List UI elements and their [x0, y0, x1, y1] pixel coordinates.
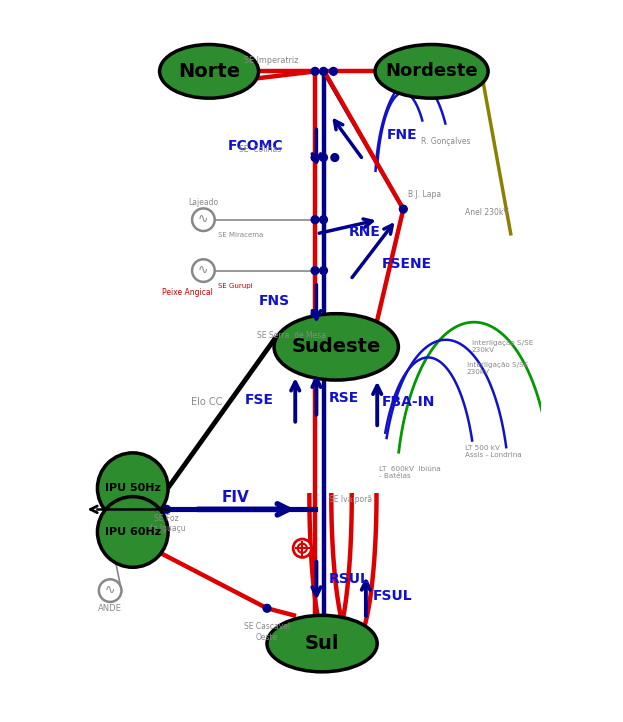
Text: FSENE: FSENE	[382, 256, 432, 271]
Circle shape	[97, 453, 168, 523]
Text: FNE: FNE	[387, 128, 417, 142]
Circle shape	[399, 205, 407, 213]
Text: FNS: FNS	[259, 294, 290, 308]
Text: ANDE: ANDE	[98, 604, 122, 614]
Text: LT  600kV  Ibiúna
- Batéias: LT 600kV Ibiúna - Batéias	[379, 466, 440, 479]
Circle shape	[97, 497, 168, 567]
Circle shape	[163, 505, 171, 513]
Text: LT 500 kV
Assis - Londrina: LT 500 kV Assis - Londrina	[465, 445, 521, 458]
Circle shape	[99, 579, 121, 602]
Circle shape	[293, 539, 312, 557]
Ellipse shape	[375, 45, 488, 98]
Text: RNE: RNE	[349, 225, 381, 240]
Text: SE  Colinas: SE Colinas	[239, 144, 281, 154]
Text: R. Gonçalves: R. Gonçalves	[421, 137, 470, 147]
Text: FCOMC: FCOMC	[227, 139, 283, 152]
Text: FSE: FSE	[245, 393, 274, 407]
Text: ∿: ∿	[198, 264, 209, 277]
Text: RSUL: RSUL	[329, 572, 370, 586]
Ellipse shape	[274, 313, 398, 380]
Circle shape	[311, 310, 319, 318]
Text: SE Miracema: SE Miracema	[217, 232, 263, 238]
Circle shape	[320, 266, 328, 274]
Circle shape	[331, 154, 339, 162]
Text: ∿: ∿	[105, 584, 115, 597]
Circle shape	[298, 544, 307, 553]
Circle shape	[311, 154, 319, 162]
Text: SE Imperatriz: SE Imperatriz	[244, 56, 298, 65]
Ellipse shape	[267, 615, 377, 672]
Text: Elo CC: Elo CC	[191, 397, 223, 407]
Text: Nordeste: Nordeste	[385, 62, 478, 80]
Text: Peixe Angical: Peixe Angical	[163, 287, 213, 297]
Text: B.J. Lapa: B.J. Lapa	[408, 191, 442, 199]
Text: FSUL: FSUL	[373, 588, 412, 603]
Text: SE Cascavel
Oeste: SE Cascavel Oeste	[244, 622, 290, 642]
Text: Sul: Sul	[305, 634, 340, 653]
Circle shape	[320, 67, 328, 75]
Circle shape	[320, 154, 328, 162]
Text: IPU 60Hz: IPU 60Hz	[105, 527, 161, 537]
Circle shape	[263, 604, 271, 612]
Circle shape	[192, 259, 215, 282]
Text: FIV: FIV	[222, 490, 250, 505]
Text: Interligação S/SE
230kV: Interligação S/SE 230kV	[472, 340, 533, 353]
Text: SE Gurupi: SE Gurupi	[217, 282, 252, 289]
Text: Interligação S/SE
230kV: Interligação S/SE 230kV	[467, 362, 528, 375]
Text: SE Foz
do Iguaçu: SE Foz do Iguaçu	[148, 514, 186, 533]
Text: RSE: RSE	[329, 391, 359, 405]
Text: SE Serra  de Mesa: SE Serra de Mesa	[257, 331, 326, 340]
Text: IPU 50Hz: IPU 50Hz	[105, 483, 161, 493]
Text: Anel 230kV: Anel 230kV	[465, 208, 508, 217]
Text: FBA-IN: FBA-IN	[381, 395, 435, 409]
Text: ∿: ∿	[198, 213, 209, 226]
Circle shape	[311, 266, 319, 274]
Text: Sudeste: Sudeste	[292, 337, 381, 357]
Circle shape	[330, 67, 337, 75]
Ellipse shape	[159, 45, 259, 98]
Circle shape	[311, 216, 319, 224]
Circle shape	[192, 209, 215, 231]
Circle shape	[320, 216, 328, 224]
Text: Norte: Norte	[178, 62, 240, 81]
Circle shape	[311, 67, 319, 75]
Text: SE Ivaiporã: SE Ivaiporã	[329, 495, 373, 504]
Text: Lajeado: Lajeado	[188, 199, 219, 207]
